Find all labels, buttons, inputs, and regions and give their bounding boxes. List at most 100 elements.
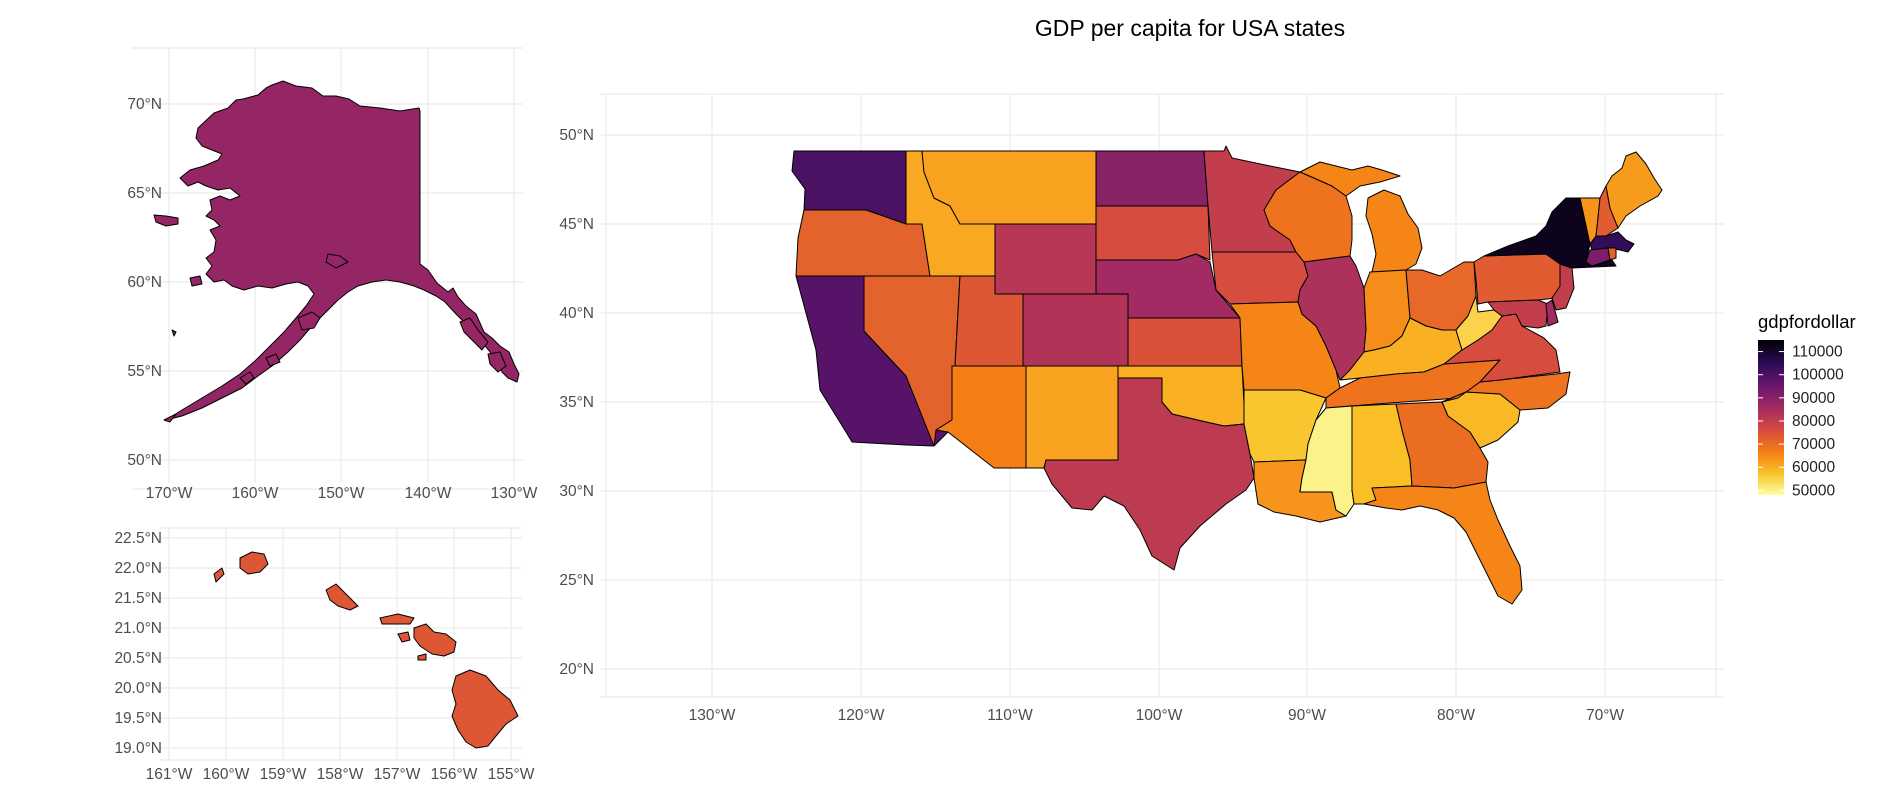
legend-label: 60000 (1792, 459, 1835, 476)
state-nebraska (1095, 253, 1241, 319)
state-alaska-island (163, 413, 177, 423)
state-maryland (1487, 299, 1549, 329)
legend-colorbar (1758, 340, 1784, 495)
main-y-axis: 50°N 45°N 40°N 35°N 30°N 25°N 20°N (559, 127, 594, 678)
y-tick-label: 21.5°N (114, 590, 162, 607)
x-tick-label: 130°W (689, 707, 736, 724)
alaska-inset-panel: 170°W 160°W 150°W 140°W 130°W 70°N 65°N 60°N 55… (127, 47, 538, 502)
state-hawaii-kauai (239, 551, 269, 575)
x-tick-label: 159°W (260, 766, 307, 783)
x-tick-label: 157°W (374, 766, 421, 783)
hawaii-shapes (213, 551, 519, 749)
state-south-dakota (1095, 205, 1211, 261)
y-tick-label: 50°N (559, 127, 594, 144)
x-tick-label: 70°W (1586, 707, 1624, 724)
hawaii-x-axis: 161°W 160°W 159°W 158°W 157°W 156°W 155°W (146, 766, 535, 783)
state-new-jersey (1551, 263, 1575, 311)
contiguous-usa-panel: 130°W 120°W 110°W 100°W 90°W 80°W 70°W 50°N 45°… (559, 93, 1724, 724)
state-hawaii-lanai (397, 631, 411, 643)
y-tick-label: 25°N (559, 572, 594, 589)
state-michigan-upper (1299, 161, 1401, 197)
state-alaska (165, 80, 520, 421)
x-tick-label: 130°W (491, 485, 538, 502)
x-tick-label: 161°W (146, 766, 193, 783)
state-rhode-island (1607, 247, 1617, 261)
x-tick-label: 90°W (1288, 707, 1326, 724)
state-connecticut (1585, 247, 1611, 267)
color-legend: gdpfordollar 110000 100000 90000 80000 70000… (1758, 311, 1856, 499)
y-tick-label: 70°N (127, 96, 162, 113)
state-alaska-island (189, 275, 203, 287)
y-tick-label: 35°N (559, 394, 594, 411)
alaska-y-axis: 70°N 65°N 60°N 55°N 50°N (127, 96, 162, 469)
alaska-x-axis: 170°W 160°W 150°W 140°W 130°W (146, 485, 538, 502)
state-wyoming (994, 223, 1097, 295)
state-alaska-island (487, 351, 507, 373)
state-alaska-island (171, 329, 177, 337)
state-alaska-island (153, 214, 179, 227)
y-tick-label: 40°N (559, 305, 594, 322)
legend-label: 80000 (1792, 413, 1835, 430)
y-tick-label: 22.5°N (114, 530, 162, 547)
state-maine (1605, 151, 1663, 229)
y-tick-label: 55°N (127, 363, 162, 380)
y-tick-label: 20°N (559, 661, 594, 678)
state-texas (1043, 377, 1255, 571)
state-new-mexico (1025, 365, 1119, 469)
x-tick-label: 100°W (1136, 707, 1183, 724)
state-alaska-island (459, 317, 489, 351)
state-florida (1363, 481, 1523, 605)
x-tick-label: 170°W (146, 485, 193, 502)
x-tick-label: 120°W (838, 707, 885, 724)
x-tick-label: 80°W (1437, 707, 1475, 724)
state-colorado (1022, 293, 1129, 367)
state-hawaii-niihau (213, 567, 225, 583)
legend-ticks: 110000 100000 90000 80000 70000 60000 50000 (1758, 344, 1844, 499)
legend-label: 70000 (1792, 436, 1835, 453)
legend-label: 100000 (1792, 367, 1844, 384)
x-tick-label: 158°W (317, 766, 364, 783)
y-tick-label: 65°N (127, 185, 162, 202)
y-tick-label: 21.0°N (114, 620, 162, 637)
alaska-shapes (153, 80, 520, 423)
x-tick-label: 160°W (232, 485, 279, 502)
y-tick-label: 19.0°N (114, 740, 162, 757)
y-tick-label: 30°N (559, 483, 594, 500)
y-tick-label: 20.5°N (114, 650, 162, 667)
state-kansas (1127, 317, 1243, 367)
y-tick-label: 60°N (127, 274, 162, 291)
x-tick-label: 156°W (431, 766, 478, 783)
y-tick-label: 50°N (127, 452, 162, 469)
main-state-shapes (791, 145, 1663, 605)
legend-label: 50000 (1792, 482, 1835, 499)
legend-label: 90000 (1792, 390, 1835, 407)
state-new-york (1483, 197, 1617, 269)
state-alaska-island (325, 253, 349, 269)
state-alaska-island (297, 311, 321, 331)
figure-title: GDP per capita for USA states (1035, 15, 1345, 41)
main-x-axis: 130°W 120°W 110°W 100°W 90°W 80°W 70°W (689, 707, 1625, 724)
x-tick-label: 155°W (488, 766, 535, 783)
state-pennsylvania (1473, 253, 1563, 305)
x-tick-label: 160°W (203, 766, 250, 783)
state-alaska-island (239, 371, 255, 385)
state-hawaii-maui (413, 623, 457, 657)
state-north-dakota (1095, 150, 1209, 207)
y-tick-label: 45°N (559, 216, 594, 233)
state-hawaii-big-island (451, 669, 519, 749)
state-hawaii-molokai (379, 613, 415, 625)
x-tick-label: 150°W (318, 485, 365, 502)
state-hawaii-oahu (325, 583, 359, 611)
state-michigan (1365, 189, 1423, 273)
state-illinois (1297, 255, 1367, 381)
y-tick-label: 20.0°N (114, 680, 162, 697)
x-tick-label: 140°W (405, 485, 452, 502)
legend-title: gdpfordollar (1758, 311, 1856, 332)
hawaii-y-axis: 22.5°N 22.0°N 21.5°N 21.0°N 20.5°N 20.0°N 19.5… (114, 530, 162, 757)
state-alaska-island (265, 353, 281, 367)
x-tick-label: 110°W (987, 707, 1033, 724)
state-hawaii-kahoolawe (417, 653, 427, 661)
state-delaware (1545, 299, 1559, 327)
